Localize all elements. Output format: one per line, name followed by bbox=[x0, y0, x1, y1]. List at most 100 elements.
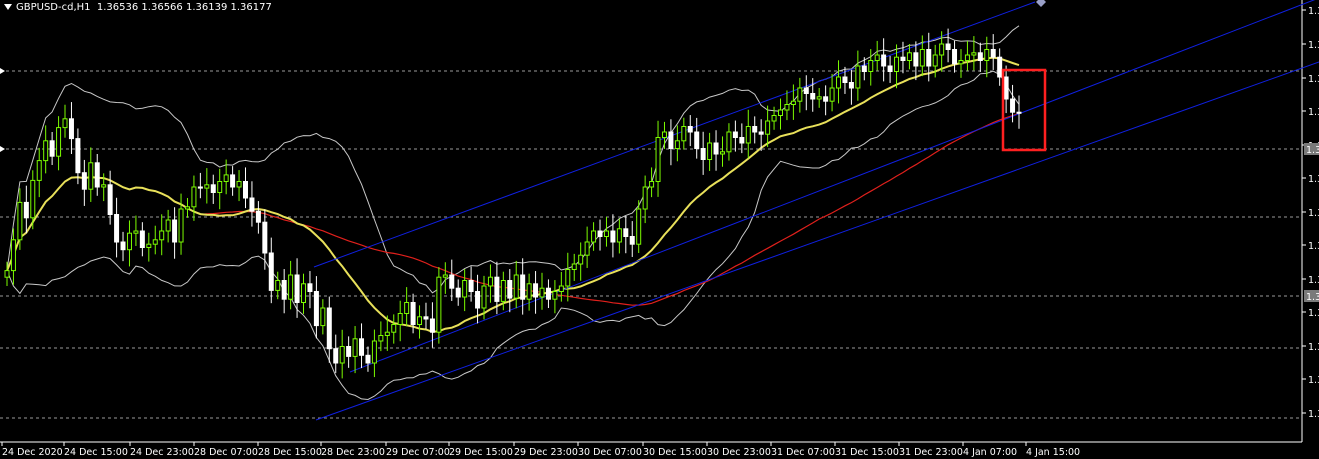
candle-body-71 bbox=[462, 280, 468, 298]
y-tick-label-6: 1.3 bbox=[1308, 208, 1319, 219]
candle-body-18 bbox=[120, 241, 126, 251]
candle-body-116 bbox=[752, 126, 758, 133]
candle-body-117 bbox=[758, 131, 764, 135]
candle-body-145 bbox=[939, 43, 945, 56]
candle-body-15 bbox=[101, 184, 107, 188]
candle-body-12 bbox=[81, 172, 87, 190]
candle-body-94 bbox=[610, 230, 616, 243]
candle-body-10 bbox=[68, 118, 74, 140]
candle-body-155 bbox=[1003, 76, 1009, 100]
candle-body-84 bbox=[545, 287, 551, 300]
candle-body-54 bbox=[352, 338, 358, 357]
candle-body-65 bbox=[423, 316, 429, 320]
candle-body-35 bbox=[230, 174, 236, 188]
candle-body-63 bbox=[410, 302, 416, 325]
x-tick-label-6: 29 Dec 07:00 bbox=[386, 447, 450, 458]
y-tick-label-1: 1.3 bbox=[1308, 40, 1319, 51]
candle-body-83 bbox=[539, 287, 545, 298]
candle-body-9 bbox=[62, 118, 68, 129]
candle-body-78 bbox=[507, 280, 513, 299]
candle-body-40 bbox=[262, 221, 268, 254]
candle-body-3 bbox=[23, 201, 29, 219]
candle-body-59 bbox=[384, 331, 390, 337]
y-tick-label-5: 1.3 bbox=[1308, 174, 1319, 185]
candle-body-108 bbox=[700, 148, 706, 160]
candle-body-102 bbox=[661, 131, 667, 138]
candle-body-60 bbox=[391, 324, 397, 333]
x-tick-label-15: 4 Jan 07:00 bbox=[963, 447, 1017, 458]
candle-body-101 bbox=[655, 137, 661, 182]
candle-body-64 bbox=[417, 316, 423, 325]
candle-body-100 bbox=[649, 181, 655, 188]
level-tag-label-1: 1.3 bbox=[1306, 292, 1319, 303]
candle-body-114 bbox=[739, 137, 745, 144]
candle-body-82 bbox=[533, 283, 539, 298]
candle-body-39 bbox=[255, 210, 261, 223]
candle-body-147 bbox=[952, 49, 958, 65]
level-marker-icon-1 bbox=[0, 146, 5, 152]
candle-body-96 bbox=[623, 228, 629, 238]
candle-body-41 bbox=[268, 252, 274, 291]
level-tag-label-0: 1.3 bbox=[1306, 145, 1319, 156]
candle-body-103 bbox=[668, 131, 674, 149]
candle-body-14 bbox=[94, 162, 100, 188]
x-tick-label-11: 30 Dec 23:00 bbox=[707, 447, 771, 458]
y-tick-label-0: 1.3 bbox=[1308, 6, 1319, 17]
candle-body-16 bbox=[107, 184, 113, 216]
candle-body-107 bbox=[694, 131, 700, 149]
candle-body-30 bbox=[197, 186, 203, 189]
x-tick-label-16: 4 Jan 15:00 bbox=[1026, 447, 1080, 458]
y-tick-label-3: 1.3 bbox=[1308, 107, 1319, 118]
candle-body-42 bbox=[275, 280, 281, 291]
candle-body-25 bbox=[165, 219, 171, 232]
candle-body-138 bbox=[894, 56, 900, 73]
candle-body-85 bbox=[552, 291, 558, 300]
candle-body-134 bbox=[868, 60, 874, 72]
candle-body-93 bbox=[603, 230, 609, 237]
candle-body-149 bbox=[964, 54, 970, 61]
y-tick-label-8: 1.3 bbox=[1308, 275, 1319, 286]
candle-body-129 bbox=[836, 76, 842, 89]
x-tick-label-12: 31 Dec 07:00 bbox=[771, 447, 835, 458]
candle-body-75 bbox=[487, 276, 493, 287]
candle-body-24 bbox=[159, 230, 165, 241]
x-tick-label-0: 24 Dec 2020 bbox=[2, 447, 63, 458]
candle-body-152 bbox=[984, 49, 990, 61]
candle-body-7 bbox=[49, 140, 55, 157]
candle-body-17 bbox=[114, 214, 120, 243]
x-tick-label-7: 29 Dec 15:00 bbox=[449, 447, 513, 458]
candle-body-92 bbox=[597, 230, 603, 237]
candle-body-74 bbox=[481, 285, 487, 309]
candle-body-111 bbox=[719, 151, 725, 155]
candle-body-61 bbox=[397, 313, 403, 325]
candle-body-31 bbox=[204, 184, 210, 189]
candle-body-29 bbox=[191, 186, 197, 208]
candle-body-8 bbox=[56, 127, 62, 157]
candle-body-50 bbox=[326, 307, 332, 350]
candle-body-144 bbox=[932, 54, 938, 67]
candle-body-4 bbox=[30, 179, 36, 219]
y-tick-label-9: 1.3 bbox=[1308, 308, 1319, 319]
candle-body-36 bbox=[236, 181, 242, 188]
moving-average-fast-line bbox=[6, 56, 1020, 333]
candle-body-154 bbox=[997, 56, 1003, 78]
candle-body-86 bbox=[558, 285, 564, 292]
candle-body-46 bbox=[301, 283, 307, 303]
candle-body-109 bbox=[707, 142, 713, 160]
candle-body-125 bbox=[810, 93, 816, 100]
candle-body-52 bbox=[339, 346, 345, 364]
candle-body-67 bbox=[436, 276, 442, 333]
candle-body-106 bbox=[687, 126, 693, 133]
candle-body-5 bbox=[36, 160, 42, 181]
candle-body-33 bbox=[217, 181, 223, 193]
candle-body-139 bbox=[900, 56, 906, 62]
y-tick-label-11: 1.3 bbox=[1308, 375, 1319, 386]
candle-body-6 bbox=[43, 140, 49, 162]
bollinger-upper-line bbox=[6, 25, 1020, 294]
candle-body-115 bbox=[745, 126, 751, 144]
candle-body-128 bbox=[829, 87, 835, 102]
candle-body-120 bbox=[778, 109, 784, 116]
candle-body-27 bbox=[178, 208, 184, 243]
dropdown-triangle-icon[interactable] bbox=[4, 4, 12, 10]
